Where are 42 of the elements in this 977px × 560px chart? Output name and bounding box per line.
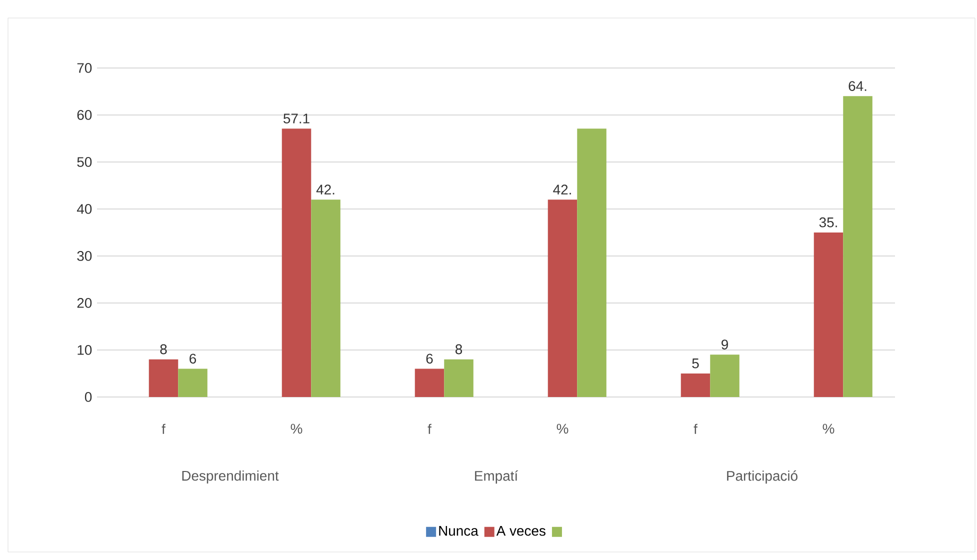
x-tick-label: f	[694, 424, 698, 434]
bar	[282, 128, 312, 397]
y-tick-label: 30	[77, 251, 92, 261]
bar	[680, 373, 710, 397]
legend-label: Nunca	[439, 526, 478, 536]
bar	[414, 368, 444, 397]
y-tick-label: 70	[77, 63, 92, 73]
y-tick-label: 0	[84, 392, 92, 402]
bar	[577, 128, 606, 397]
data-label: 5	[692, 358, 699, 368]
text: Desprendimient	[182, 470, 279, 484]
data-label: 42.	[553, 184, 571, 194]
data-label: 6	[426, 354, 433, 364]
data-label: 9	[722, 340, 728, 350]
bar	[814, 232, 844, 397]
y-tick-label: 40	[76, 204, 92, 214]
x-tick-label: %	[290, 424, 302, 434]
bar	[178, 368, 208, 397]
x-tick-label: f	[162, 424, 166, 434]
data-label: 64.	[848, 81, 866, 91]
bar	[444, 359, 474, 397]
y-tick-label: 50	[77, 157, 92, 167]
y-tick-label: 20	[77, 298, 92, 308]
data-label: 57.1	[284, 114, 310, 124]
x-tick-label: %	[822, 424, 834, 434]
data-label: 8	[160, 344, 167, 354]
y-tick-label: 10	[78, 345, 92, 355]
bar	[311, 200, 340, 397]
y-tick-label: 60	[77, 110, 92, 120]
text: Empatí	[475, 470, 518, 484]
data-label: 6	[190, 354, 196, 364]
text: Participació	[727, 470, 798, 484]
x-tick-label: %	[556, 424, 568, 434]
data-label: 42.	[316, 184, 334, 194]
data-label: 35.	[819, 217, 837, 228]
data-label: 8	[456, 344, 462, 354]
bar	[710, 354, 740, 397]
bar	[843, 96, 872, 397]
bar	[148, 359, 178, 397]
x-tick-label: f	[428, 424, 432, 434]
legend-label: A veces	[496, 526, 546, 536]
bar	[548, 200, 578, 397]
